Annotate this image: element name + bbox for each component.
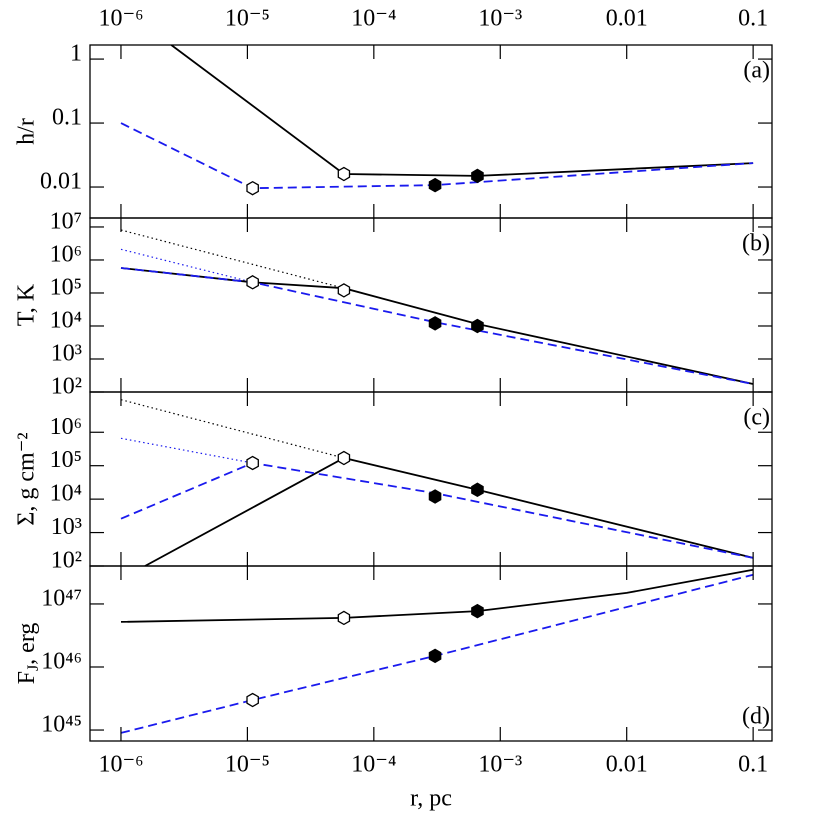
x-tick-label: 0.1	[738, 752, 768, 778]
marker	[471, 603, 484, 619]
y-tick-label: 10⁶	[50, 241, 82, 267]
y-axis-label: T, K	[14, 283, 40, 326]
marker	[471, 168, 484, 184]
marker	[471, 482, 484, 498]
y-tick-label: 10³	[51, 514, 82, 540]
x-tick-label-top: 10⁻⁵	[225, 6, 270, 32]
plot-area	[120, 399, 754, 566]
series-line	[120, 248, 253, 283]
x-tick-label: 10⁻⁴	[351, 752, 396, 778]
series-line	[120, 437, 253, 464]
marker	[246, 180, 259, 196]
y-tick-label: 10⁴⁷	[41, 585, 82, 611]
y-tick-label: 0.01	[40, 169, 82, 195]
marker	[428, 489, 442, 504]
series-line	[120, 267, 754, 385]
y-tick-label: 10²	[51, 548, 82, 574]
y-axis-label-sub: J	[25, 665, 42, 671]
y-tick-label: 10⁵	[50, 447, 82, 473]
y-tick-label: 10²	[51, 374, 82, 400]
series-line	[120, 122, 754, 190]
series-line	[120, 573, 754, 734]
marker	[337, 450, 351, 466]
y-tick-label: 10⁷	[50, 208, 82, 234]
y-axis-label-base: F	[14, 671, 40, 684]
marker	[337, 166, 351, 182]
x-tick-label: 10⁻⁵	[225, 752, 270, 778]
x-tick-label-top: 10⁻⁶	[98, 6, 143, 32]
marker	[428, 316, 442, 331]
marker	[428, 177, 442, 193]
y-tick-label: 10⁶	[50, 414, 82, 440]
series-line	[120, 399, 345, 459]
x-tick-label-top: 0.01	[606, 6, 648, 32]
marker	[246, 692, 259, 708]
x-axis-label: r, pc	[410, 786, 452, 812]
x-tick-label: 10⁻³	[478, 752, 522, 778]
marker	[428, 648, 442, 664]
series-line	[144, 457, 754, 566]
plot-area	[120, 229, 754, 385]
marker	[337, 283, 351, 298]
panel-label: (b)	[742, 231, 770, 257]
x-tick-label-top: 0.1	[738, 6, 768, 32]
x-tick-label-top: 10⁻³	[478, 6, 522, 32]
series-line	[120, 568, 754, 623]
marker	[337, 610, 351, 626]
y-tick-label: 10⁴⁵	[41, 712, 82, 738]
panel-label: (a)	[743, 58, 770, 84]
y-tick-label: 10⁴⁶	[41, 648, 82, 674]
y-tick-label: 10⁵	[50, 274, 82, 300]
marker	[471, 318, 484, 334]
x-tick-label: 0.01	[606, 752, 648, 778]
y-tick-label: 10³	[51, 340, 82, 366]
y-tick-label: 0.1	[52, 105, 82, 131]
series-line	[170, 45, 754, 177]
series-line	[120, 462, 754, 559]
panel-label: (d)	[742, 704, 770, 730]
panel-frame	[89, 44, 773, 219]
y-tick-label: 10⁴	[50, 481, 82, 507]
marker	[246, 275, 259, 290]
y-axis-label-rest: , erg	[14, 623, 40, 665]
y-axis-label: Σ, g cm⁻²	[14, 432, 40, 525]
y-axis-label: FJ, erg	[14, 623, 42, 685]
x-tick-label: 10⁻⁶	[98, 752, 143, 778]
panel-frame	[89, 565, 773, 742]
x-tick-label-top: 10⁻⁴	[351, 6, 396, 32]
marker	[246, 455, 259, 471]
panel-label: (c)	[743, 405, 770, 431]
y-tick-label: 10⁴	[50, 307, 82, 333]
y-axis-label: h/r	[14, 118, 40, 145]
plot-area	[120, 45, 754, 190]
y-tick-label: 1	[70, 41, 82, 67]
